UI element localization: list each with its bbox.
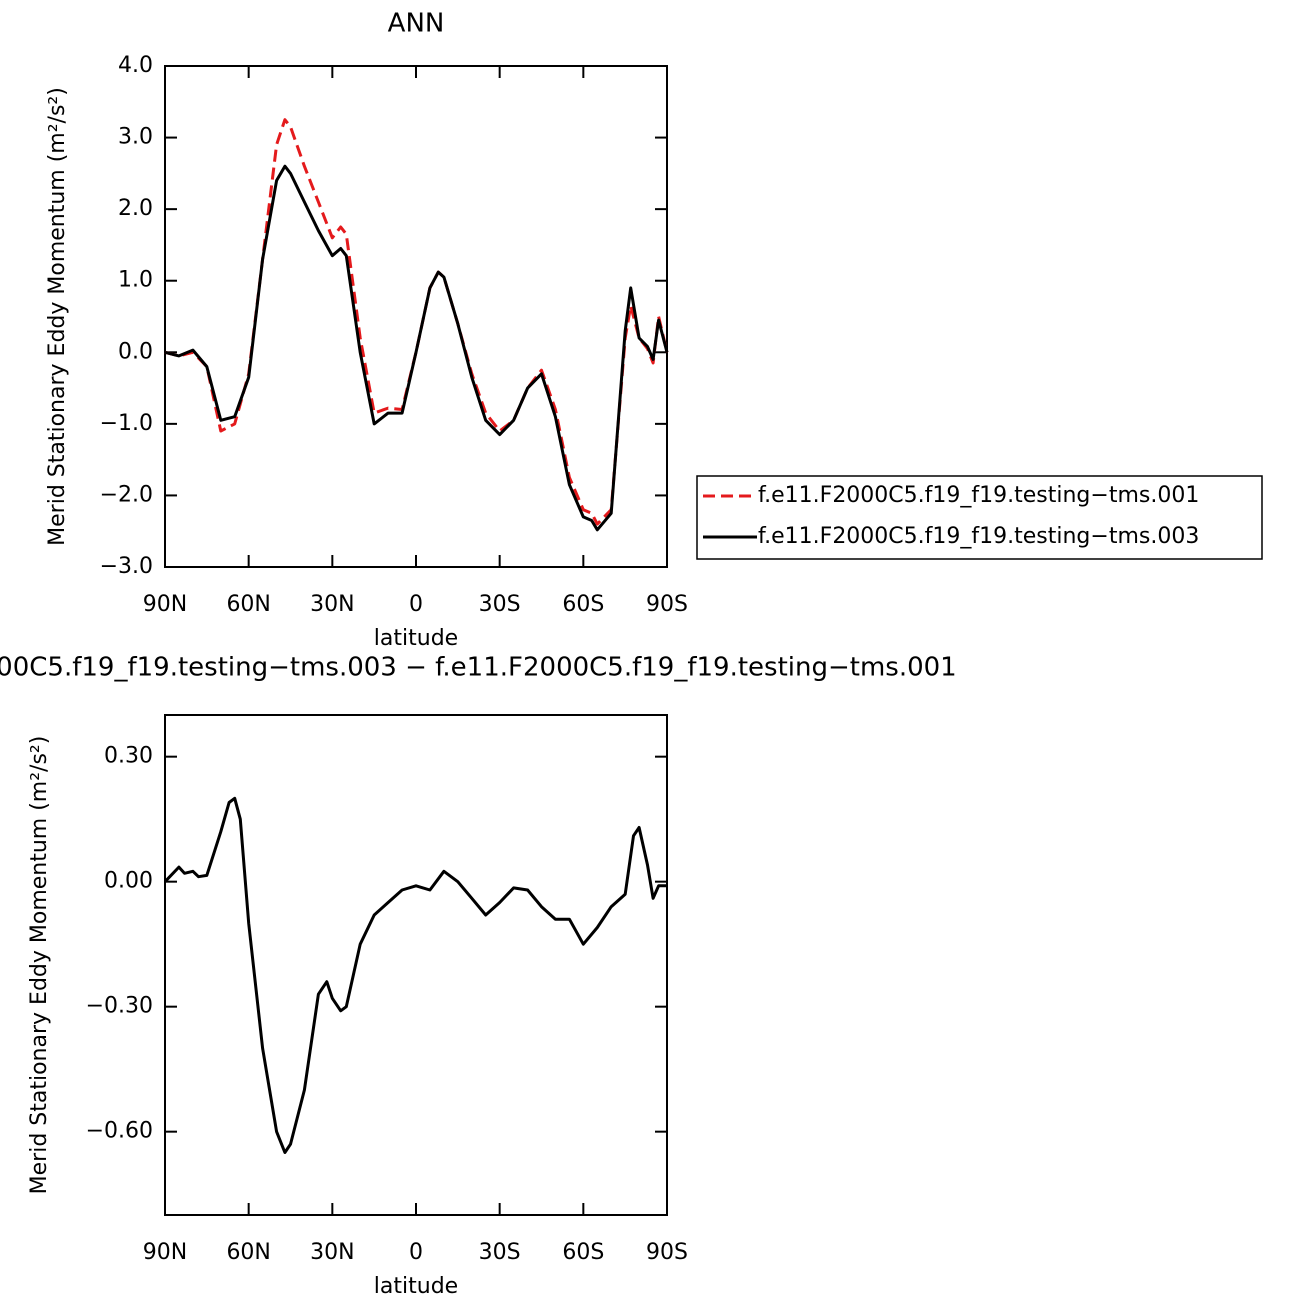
y-axis-label: Merid Stationary Eddy Momentum (m²/s²) (27, 736, 52, 1195)
x-tick-label: 30S (479, 1240, 521, 1265)
x-tick-label: 90N (143, 1240, 187, 1265)
x-tick-label: 60S (562, 1240, 604, 1265)
x-axis-label: latitude (374, 1274, 458, 1299)
x-tick-label: 30S (479, 592, 521, 617)
y-tick-label: −3.0 (100, 554, 153, 579)
chart-title: ANN (388, 9, 445, 39)
chart-title: f.e11.F2000C5.f19_f19.testing−tms.003 − … (0, 653, 957, 683)
y-tick-label: 0.00 (104, 869, 153, 894)
y-tick-label: −0.30 (86, 994, 153, 1019)
x-tick-label: 30N (310, 1240, 354, 1265)
x-tick-label: 0 (409, 1240, 423, 1265)
x-tick-label: 0 (409, 592, 423, 617)
x-tick-label: 60N (226, 592, 270, 617)
y-tick-label: −0.60 (86, 1119, 153, 1144)
plot-frame (164, 714, 668, 1216)
legend-label: f.e11.F2000C5.f19_f19.testing−tms.001 (758, 483, 1199, 508)
y-tick-label: 1.0 (118, 268, 153, 293)
x-tick-label: 30N (310, 592, 354, 617)
y-tick-label: 0.30 (104, 744, 153, 769)
y-tick-label: 0.0 (118, 339, 153, 364)
y-tick-label: 3.0 (118, 125, 153, 150)
legend-label: f.e11.F2000C5.f19_f19.testing−tms.003 (758, 524, 1199, 549)
y-tick-label: 4.0 (118, 53, 153, 78)
x-axis-label: latitude (374, 626, 458, 651)
data-line (163, 796, 667, 1154)
data-line (164, 164, 669, 532)
legend-box (696, 475, 1263, 560)
y-tick-label: −1.0 (100, 411, 153, 436)
plot-frame (164, 65, 668, 568)
x-tick-label: 90N (143, 592, 187, 617)
data-line (164, 118, 669, 526)
y-tick-label: −2.0 (100, 482, 153, 507)
x-tick-label: 60S (562, 592, 604, 617)
x-tick-label: 90S (646, 592, 688, 617)
x-tick-label: 60N (226, 1240, 270, 1265)
y-axis-label: Merid Stationary Eddy Momentum (m²/s²) (45, 87, 70, 546)
x-tick-label: 90S (646, 1240, 688, 1265)
y-tick-label: 2.0 (118, 196, 153, 221)
